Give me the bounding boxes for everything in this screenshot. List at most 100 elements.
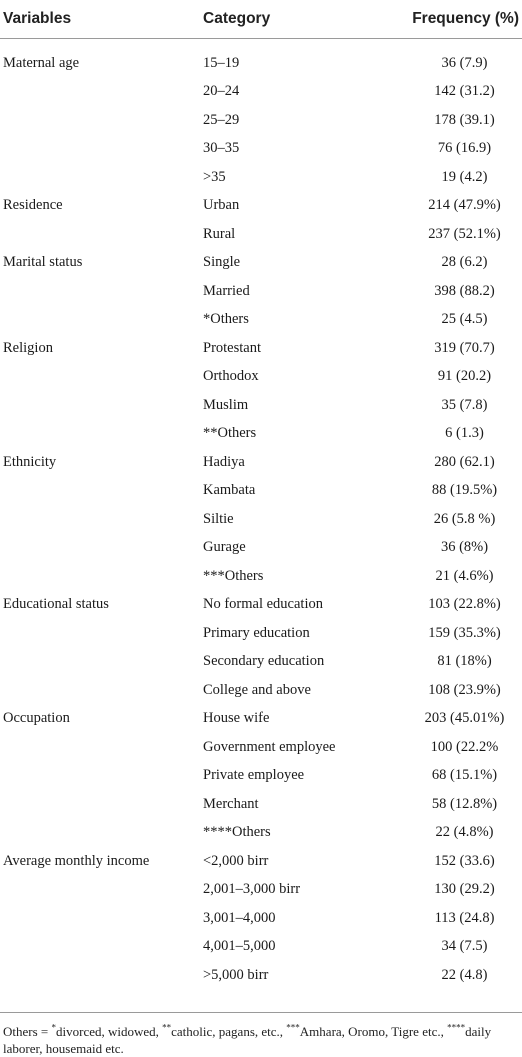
table-header-row: Variables Category Frequency (%): [0, 0, 522, 39]
row-frequency: 398 (88.2): [434, 282, 495, 299]
row-variable: Ethnicity: [3, 453, 57, 470]
table-body: Maternal age 15–19 36 (7.9) 20–24 142 (31.2)…: [0, 39, 522, 990]
row-category: 20–24: [203, 83, 240, 100]
row-frequency: 36 (8%): [440, 539, 489, 556]
table-row: Primary education 159 (35.3%): [0, 619, 522, 648]
row-variable: [0, 306, 203, 335]
row-frequency: 103 (22.8%): [428, 596, 501, 613]
footnote-text-3: Amhara, Oromo, Tigre etc.,: [299, 1023, 448, 1039]
row-category: 25–29: [203, 111, 240, 128]
table-row: Gurage 36 (8%): [0, 534, 522, 563]
row-variable: Residence: [3, 197, 63, 214]
row-variable: [0, 220, 203, 249]
row-frequency: 34 (7.5): [441, 938, 488, 955]
row-category: Rural: [203, 225, 236, 242]
table-row: Government employee 100 (22.2%: [0, 733, 522, 762]
row-variable: [0, 562, 203, 591]
table-row: 20–24 142 (31.2): [0, 78, 522, 107]
row-variable: [0, 106, 203, 135]
footnote-mark-1: *: [51, 1022, 57, 1033]
row-category: 15–19: [203, 54, 240, 71]
row-frequency: 58 (12.8%): [431, 795, 498, 812]
table-row: ****Others 22 (4.8%): [0, 819, 522, 848]
row-variable: Educational status: [3, 596, 109, 613]
row-variable: [0, 420, 203, 449]
table-row: ***Others 21 (4.6%): [0, 562, 522, 591]
row-category: House wife: [203, 710, 270, 727]
row-category: Primary education: [203, 624, 310, 641]
row-frequency: 28 (6.2): [441, 254, 488, 271]
row-category: >35: [203, 168, 226, 185]
header-frequency: Frequency (%): [393, 0, 522, 39]
footnote-mark-2: **: [162, 1022, 172, 1033]
row-frequency: 280 (62.1): [434, 453, 495, 470]
row-category: 30–35: [203, 140, 240, 157]
row-variable: [0, 363, 203, 392]
table-row: Married 398 (88.2): [0, 277, 522, 306]
table-row: Occupation House wife 203 (45.01%): [0, 705, 522, 734]
row-frequency: 100 (22.2%: [430, 738, 499, 755]
table-footnote: Others = *divorced, widowed, **catholic,…: [0, 1011, 522, 1057]
table-row: Average monthly income <2,000 birr 152 (33…: [0, 847, 522, 876]
row-frequency: 91 (20.2): [437, 368, 492, 385]
row-category: ***Others: [203, 567, 264, 584]
row-category: **Others: [203, 425, 257, 442]
row-frequency: 22 (4.8): [441, 966, 488, 983]
row-variable: [0, 676, 203, 705]
row-category: Protestant: [203, 339, 261, 356]
table-row: >35 19 (4.2): [0, 163, 522, 192]
table-row: Religion Protestant 319 (70.7): [0, 334, 522, 363]
row-variable: Average monthly income: [3, 852, 150, 869]
row-category: College and above: [203, 681, 311, 698]
row-variable: Maternal age: [3, 54, 80, 71]
row-frequency: 21 (4.6%): [435, 567, 494, 584]
row-category: No formal education: [203, 596, 323, 613]
row-frequency: 108 (23.9%): [428, 681, 501, 698]
row-frequency: 25 (4.5): [441, 311, 488, 328]
row-frequency: 152 (33.6): [434, 852, 495, 869]
table-row: College and above 108 (23.9%): [0, 676, 522, 705]
footnote-text-1: divorced, widowed,: [56, 1023, 163, 1039]
row-category: ****Others: [203, 824, 271, 841]
row-variable: [0, 163, 203, 192]
table-row: Maternal age 15–19 36 (7.9): [0, 49, 522, 78]
table-row: 25–29 178 (39.1): [0, 106, 522, 135]
row-variable: [0, 534, 203, 563]
row-category: 3,001–4,000: [203, 909, 276, 926]
row-variable: [0, 933, 203, 962]
table-row: Muslim 35 (7.8): [0, 391, 522, 420]
row-frequency: 319 (70.7): [434, 339, 495, 356]
row-frequency: 178 (39.1): [434, 111, 495, 128]
row-frequency: 19 (4.2): [441, 168, 488, 185]
row-variable: [0, 505, 203, 534]
row-variable: [0, 904, 203, 933]
row-variable: [0, 733, 203, 762]
footnote-mark-3: ***: [286, 1022, 300, 1033]
table-row: Private employee 68 (15.1%): [0, 762, 522, 791]
row-variable: Occupation: [3, 710, 70, 727]
row-frequency: 214 (47.9%): [428, 197, 501, 214]
row-category: >5,000 birr: [203, 966, 269, 983]
row-category: 4,001–5,000: [203, 938, 276, 955]
row-category: Single: [203, 254, 241, 271]
row-category: Urban: [203, 197, 240, 214]
row-frequency: 142 (31.2): [434, 83, 495, 100]
header-category: Category: [203, 0, 393, 39]
table-row: 3,001–4,000 113 (24.8): [0, 904, 522, 933]
table-row: Ethnicity Hadiya 280 (62.1): [0, 448, 522, 477]
row-frequency: 26 (5.8 %): [433, 510, 496, 527]
row-category: Orthodox: [203, 368, 259, 385]
table-spacer: [0, 39, 522, 50]
row-category: Muslim: [203, 396, 249, 413]
row-frequency: 76 (16.9): [437, 140, 492, 157]
row-frequency: 35 (7.8): [441, 396, 488, 413]
demographics-table: Variables Category Frequency (%) Materna…: [0, 0, 522, 990]
header-variables: Variables: [0, 0, 203, 39]
row-frequency: 81 (18%): [437, 653, 492, 670]
row-frequency: 130 (29.2): [434, 881, 495, 898]
row-frequency: 237 (52.1%): [428, 225, 501, 242]
row-variable: [0, 135, 203, 164]
row-variable: [0, 619, 203, 648]
row-variable: [0, 277, 203, 306]
